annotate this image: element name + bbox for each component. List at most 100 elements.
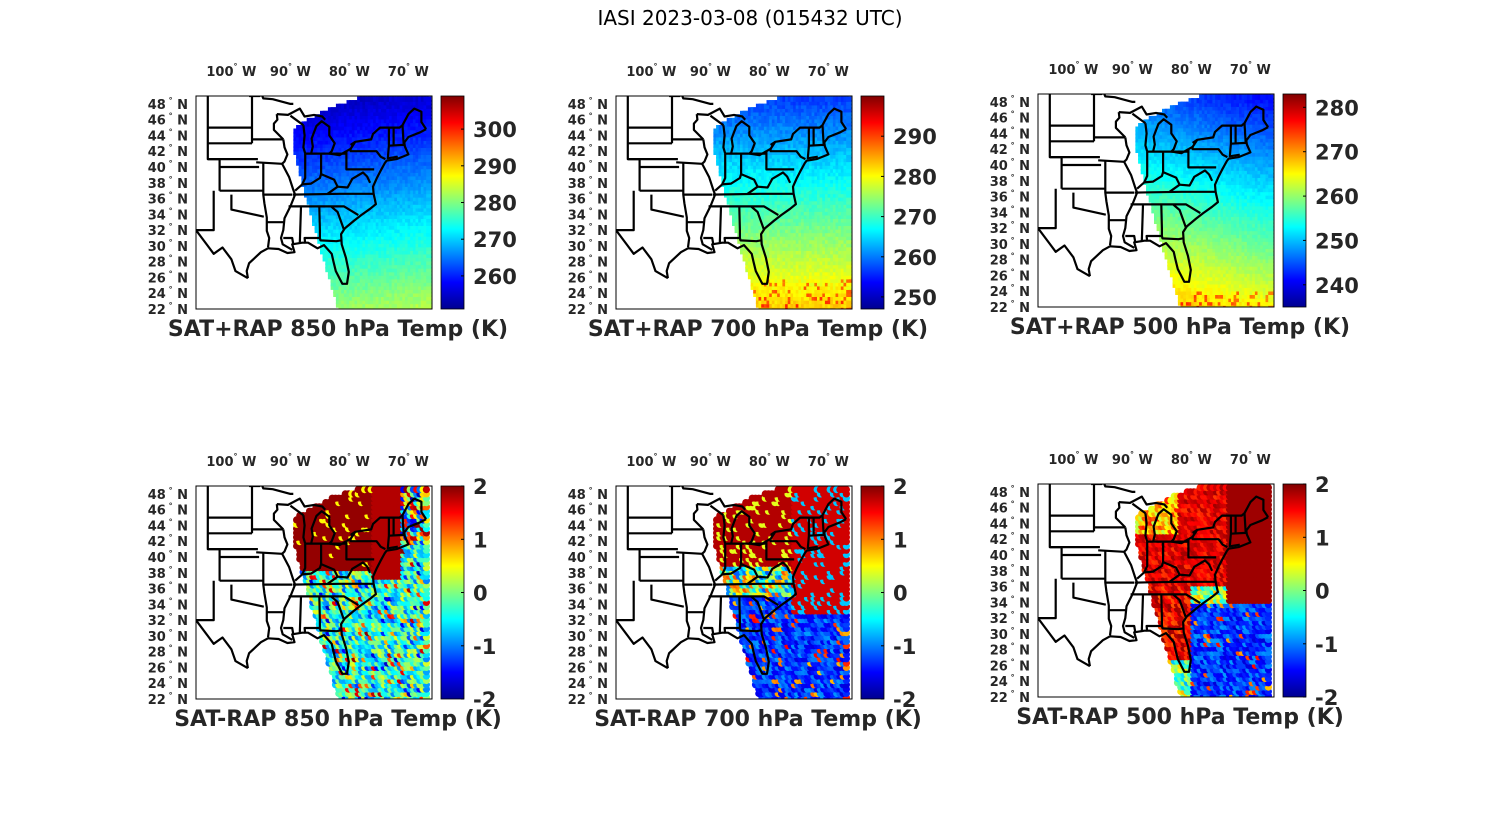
data-cell (729, 206, 735, 212)
data-cell (404, 103, 411, 109)
data-cell (423, 100, 429, 106)
data-cell (301, 121, 307, 127)
data-cell (420, 220, 426, 226)
data-cell (386, 174, 392, 180)
data-cell (386, 252, 392, 258)
data-cell (830, 135, 836, 141)
data-cell (843, 213, 849, 219)
data-cell (415, 128, 421, 134)
data-cell (309, 199, 315, 205)
data-cell (795, 196, 801, 202)
data-cell (737, 171, 743, 177)
data-cell (426, 277, 432, 283)
data-cell (327, 227, 334, 234)
data-cell (362, 206, 368, 212)
data-cell (410, 238, 416, 244)
data-cell (351, 220, 357, 226)
data-cell (426, 302, 432, 308)
data-cell (777, 235, 783, 241)
data-cell (341, 103, 347, 109)
data-cell (370, 270, 376, 276)
data-cell (306, 174, 312, 180)
data-cell (777, 164, 783, 170)
data-cell (370, 281, 376, 287)
data-cell (343, 121, 350, 127)
lat-tick-label: 28 ° N (148, 254, 188, 271)
data-cell (771, 281, 777, 287)
data-cell (809, 302, 815, 308)
data-cell (420, 135, 426, 141)
data-cell (830, 267, 836, 273)
data-cell (420, 203, 426, 209)
data-cell (404, 252, 411, 258)
data-cell (785, 263, 791, 269)
data-cell (415, 100, 421, 106)
data-cell (415, 167, 421, 173)
data-cell (846, 206, 852, 212)
data-cell (732, 196, 738, 202)
data-cell (404, 110, 411, 116)
data-cell (814, 135, 820, 141)
data-cell (840, 263, 846, 269)
border-line (298, 206, 303, 244)
data-cell (423, 107, 429, 113)
data-cell (835, 153, 841, 159)
data-cell (293, 132, 299, 138)
data-cell (811, 274, 817, 280)
data-cell (811, 174, 817, 180)
data-cell (811, 178, 817, 184)
data-cell (423, 171, 429, 177)
data-cell (811, 171, 817, 177)
data-cell (378, 238, 384, 244)
data-cell (817, 128, 823, 134)
data-cell (846, 146, 852, 152)
lat-tick-label: 32 ° N (148, 222, 188, 239)
data-cell (824, 199, 831, 205)
data-cell (846, 220, 852, 226)
data-cell (734, 206, 740, 212)
data-cell (740, 235, 746, 241)
data-cell (809, 256, 815, 262)
data-cell (830, 178, 836, 184)
data-cell (349, 153, 355, 159)
data-cell (840, 156, 846, 163)
data-cell (335, 185, 342, 191)
data-cell (335, 160, 342, 166)
data-cell (742, 217, 748, 223)
data-cell (346, 284, 352, 290)
data-cell (423, 302, 429, 308)
data-cell (817, 220, 823, 226)
data-cell (806, 203, 812, 209)
data-cell (367, 114, 373, 120)
data-cell (809, 149, 815, 155)
data-cell (349, 125, 355, 131)
data-cell (343, 249, 350, 255)
data-cell (801, 220, 807, 226)
data-cell (790, 224, 796, 230)
data-cell (378, 100, 384, 106)
data-cell (373, 310, 378, 315)
data-cell (817, 153, 823, 159)
data-cell (386, 164, 392, 170)
data-cell (394, 117, 400, 124)
data-cell (761, 167, 767, 173)
data-cell (795, 263, 801, 269)
data-cell (349, 203, 355, 209)
data-cell (404, 160, 411, 166)
data-cell (346, 203, 352, 209)
data-cell (314, 188, 320, 195)
data-cell (787, 135, 793, 141)
data-cell (801, 238, 807, 244)
data-cell (415, 178, 421, 184)
data-cell (322, 164, 328, 170)
data-cell (785, 238, 791, 244)
data-cell (819, 302, 825, 308)
data-cell (362, 178, 368, 184)
data-cell (734, 227, 740, 234)
data-cell (843, 171, 849, 177)
data-cell (349, 249, 355, 255)
data-cell (793, 181, 799, 187)
data-cell (824, 174, 831, 180)
data-cell (793, 259, 799, 266)
data-cell (362, 284, 368, 290)
